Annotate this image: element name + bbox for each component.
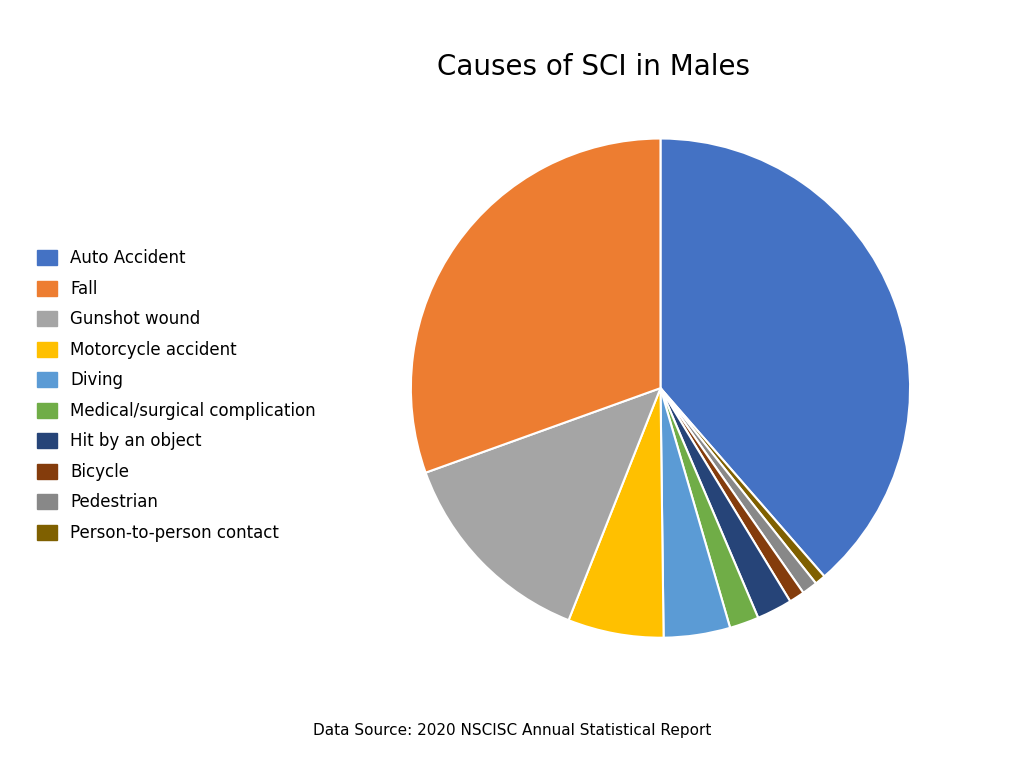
Wedge shape bbox=[660, 388, 791, 618]
Legend: Auto Accident, Fall, Gunshot wound, Motorcycle accident, Diving, Medical/surgica: Auto Accident, Fall, Gunshot wound, Moto… bbox=[29, 241, 325, 550]
Wedge shape bbox=[660, 388, 758, 628]
Wedge shape bbox=[660, 388, 730, 638]
Wedge shape bbox=[568, 388, 664, 638]
Text: Causes of SCI in Males: Causes of SCI in Males bbox=[437, 53, 751, 81]
Wedge shape bbox=[411, 139, 660, 473]
Wedge shape bbox=[660, 139, 910, 576]
Text: Data Source: 2020 NSCISC Annual Statistical Report: Data Source: 2020 NSCISC Annual Statisti… bbox=[312, 723, 712, 738]
Wedge shape bbox=[426, 388, 660, 620]
Wedge shape bbox=[660, 388, 824, 584]
Wedge shape bbox=[660, 388, 804, 601]
Wedge shape bbox=[660, 388, 816, 593]
